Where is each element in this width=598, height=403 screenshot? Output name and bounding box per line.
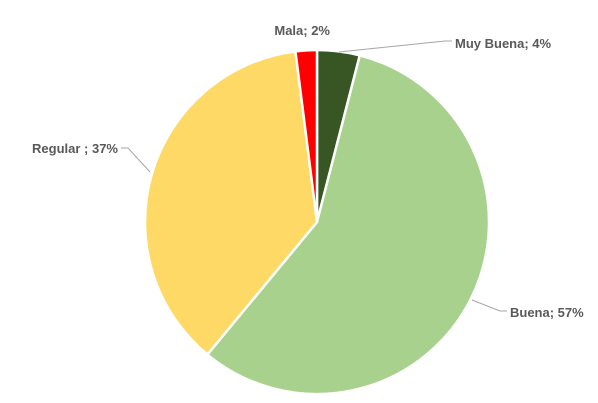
leader-line-regular (121, 147, 151, 173)
pie-slice-regular (143, 49, 319, 357)
pie-slice-buena (205, 53, 491, 396)
leader-line-buena (471, 299, 507, 312)
data-label-mala: Mala; 2% (274, 23, 330, 38)
leader-line-muy-buena (338, 40, 452, 53)
leader-lines-layer (121, 40, 507, 312)
slices-layer (143, 48, 491, 396)
pie-slice-mala (294, 48, 319, 223)
data-label-buena: Buena; 57% (510, 305, 584, 320)
data-label-regular: Regular ; 37% (32, 141, 118, 156)
data-label-muy-buena: Muy Buena; 4% (455, 36, 552, 51)
data-labels-layer: Muy Buena; 4% Buena; 57% Regular ; 37% M… (32, 23, 584, 320)
